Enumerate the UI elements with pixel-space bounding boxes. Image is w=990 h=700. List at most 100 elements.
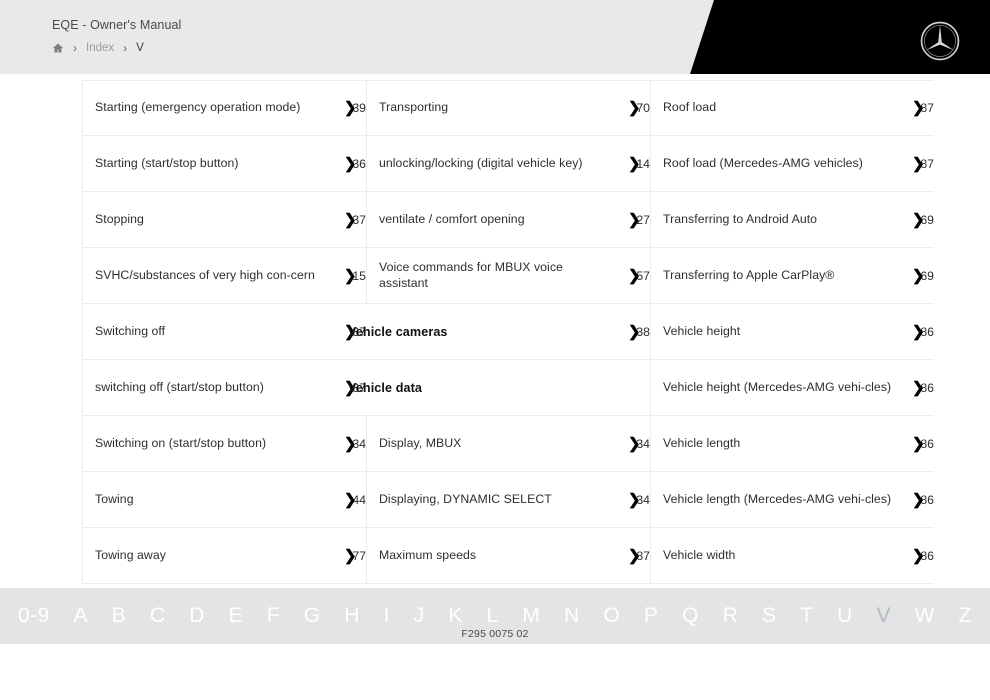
index-page-number[interactable]: 34 ❯ [620,435,650,452]
index-page-number[interactable]: 86 ❯ [904,547,934,564]
index-entry-label: Vehicle length [663,435,741,450]
index-entry-label: Display, MBUX [379,435,462,450]
alphabet-link-r[interactable]: R [722,604,739,627]
index-column-1: Starting (emergency operation mode) 39 ❯ St… [82,74,366,584]
index-page-number[interactable]: 37 ❯ [336,324,366,339]
page-number-text: 87 [920,101,934,115]
alphabet-link-o[interactable]: O [603,604,621,627]
page-number-text: 39 [352,101,366,115]
index-entry-row[interactable]: switching off (start/stop button) 37 ❯ [82,360,366,416]
chevron-right-icon: ❯ [344,267,357,284]
alphabet-link-k[interactable]: K [448,604,463,627]
index-page-number[interactable]: 34 ❯ [336,436,366,451]
alphabet-link-t[interactable]: T [800,604,814,627]
index-entry-row[interactable]: unlocking/locking (digital vehicle key) 1… [366,136,650,192]
index-entry-row[interactable]: Display, MBUX 34 ❯ [366,416,650,472]
index-entry-row[interactable]: Towing 44 ❯ [82,472,366,528]
index-page-number[interactable]: 37 ❯ [336,380,366,395]
index-page-number[interactable]: 38 ❯ [620,324,650,339]
alphabet-link-j[interactable]: J [413,604,425,627]
index-page-number[interactable]: 27 ❯ [620,212,650,227]
alphabet-link-i[interactable]: I [383,604,390,627]
alphabet-link-g[interactable]: G [303,604,321,627]
alphabet-link-c[interactable]: C [149,604,166,627]
index-entry-row[interactable]: Voice commands for MBUX voice assistant 5… [366,248,650,304]
chevron-right-icon: ❯ [912,547,925,564]
chevron-right-icon: ❯ [628,267,641,284]
alphabet-link-a[interactable]: A [73,604,89,627]
index-entry-row[interactable]: SVHC/substances of very high con-­cern 15… [82,248,366,304]
index-entry-row[interactable]: Starting (emergency operation mode) 39 ❯ [82,80,366,136]
alphabet-link-m[interactable]: M [522,604,541,627]
alphabet-link-v[interactable]: V [876,604,891,627]
index-page-number[interactable]: 36 ❯ [336,156,366,171]
index-entry-row[interactable]: Maximum speeds 87 ❯ [366,528,650,584]
index-entry-row[interactable]: Transporting 70 ❯ [366,80,650,136]
alphabet-link-u[interactable]: U [837,604,853,627]
alphabet-link-w[interactable]: W [914,604,935,627]
breadcrumb-item-current: V [136,42,144,54]
index-entry-row[interactable]: Switching on (start/stop button) 34 ❯ [82,416,366,472]
alphabet-link-z[interactable]: Z [958,604,972,627]
alphabet-link-e[interactable]: E [228,604,244,627]
index-page-number[interactable]: 37 ❯ [336,212,366,227]
alphabet-link-s[interactable]: S [761,604,777,627]
index-entry-row[interactable]: Switching off 37 ❯ [82,304,366,360]
index-page-number[interactable]: 39 ❯ [336,101,366,116]
alphabet-link-b[interactable]: B [111,604,127,627]
index-entry-row[interactable]: ventilate / comfort opening 27 ❯ [366,192,650,248]
index-column-2: Transporting 70 ❯ unlocking/locking (digita… [336,74,650,584]
alphabet-link-f[interactable]: F [266,604,281,627]
index-heading-row[interactable]: Vehicle data❯ [336,360,650,416]
index-entry-row[interactable]: Displaying, DYNAMIC SELECT 34 ❯ [366,472,650,528]
index-entry-label: Towing away [95,547,166,562]
index-page-number[interactable]: 86 ❯ [904,380,934,395]
mercedes-benz-star-icon [920,21,960,61]
alphabet-link-09[interactable]: 0-9 [18,604,50,627]
index-page-number[interactable]: 86 ❯ [904,436,934,451]
index-page-number[interactable]: 34 ❯ [620,492,650,507]
alphabet-link-d[interactable]: D [189,604,205,627]
index-entry-row[interactable]: Starting (start/stop button) 36 ❯ [82,136,366,192]
index-entry-row[interactable]: Roof load (Mercedes-AMG vehicles) 87 ❯ [650,136,934,192]
index-entry-row[interactable]: Vehicle width 86 ❯ [650,528,934,584]
alphabet-link-n[interactable]: N [564,604,580,627]
index-entry-row[interactable]: Transferring to Apple CarPlay® 69 ❯ [650,248,934,304]
index-entry-row[interactable]: Transferring to Android Auto 69 ❯ [650,192,934,248]
index-page-number[interactable]: 69 ❯ [904,212,934,227]
index-entry-label: Vehicle height (Mercedes-AMG vehi-­cles) [663,379,892,394]
alphabet-nav-bar[interactable]: 0-9 A B C D E F G H I J K L M N O P Q R S T U V W Z [0,588,990,644]
index-entry-row[interactable]: Vehicle height (Mercedes-AMG vehi-­cles)… [650,360,934,416]
chevron-right-icon: ❯ [912,155,925,172]
index-entry-row[interactable]: Stopping 37 ❯ [82,192,366,248]
index-entry-row[interactable]: Roof load 87 ❯ [650,80,934,136]
index-page-number[interactable]: 14 ❯ [620,156,650,171]
chevron-right-icon: ❯ [628,435,641,452]
index-page-number[interactable]: 87 ❯ [620,548,650,563]
index-page-number[interactable]: 86 ❯ [904,324,934,339]
index-page-number[interactable]: 86 ❯ [904,492,934,507]
alphabet-link-l[interactable]: L [486,604,499,627]
alphabet-link-p[interactable]: P [643,604,659,627]
home-icon[interactable] [52,42,64,54]
alphabet-link-q[interactable]: Q [682,604,699,627]
brand-banner [690,0,990,74]
index-page-number[interactable]: 57 ❯ [620,267,650,284]
index-page-number[interactable]: 44 ❯ [336,492,366,507]
index-heading-label: Vehicle cameras [348,324,448,339]
index-heading-row[interactable]: Vehicle cameras 38 ❯ [336,304,650,360]
index-page-number[interactable]: 87 ❯ [904,101,934,116]
index-page-number[interactable]: 70 ❯ [620,101,650,116]
index-entry-row[interactable]: Towing away 77 ❯ [82,528,366,584]
index-entry-row[interactable]: Vehicle height 86 ❯ [650,304,934,360]
index-page-number[interactable]: 15 ❯ [336,267,366,284]
index-entry-label: Displaying, DYNAMIC SELECT [379,491,552,506]
index-page-number[interactable]: 87 ❯ [904,155,934,172]
alphabet-link-h[interactable]: H [344,604,360,627]
index-page-number[interactable]: 77 ❯ [336,548,366,563]
index-entry-row[interactable]: Vehicle length 86 ❯ [650,416,934,472]
index-entry-label: Towing [95,491,134,506]
index-page-number[interactable]: 69 ❯ [904,268,934,283]
index-entry-row[interactable]: Vehicle length (Mercedes-AMG vehi-­cles)… [650,472,934,528]
breadcrumb-item-index[interactable]: Index [86,42,115,54]
